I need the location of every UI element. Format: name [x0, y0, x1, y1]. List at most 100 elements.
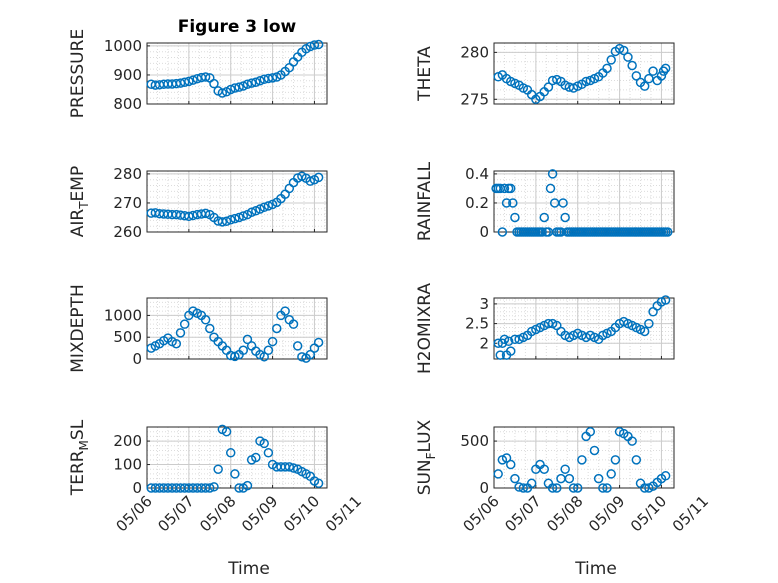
- data-point: [552, 483, 562, 493]
- data-point: [234, 212, 244, 223]
- data-point: [221, 426, 232, 437]
- data-point: [660, 295, 671, 305]
- data-point: [581, 76, 591, 87]
- y-tick-label: 0.2: [465, 194, 489, 212]
- data-point: [230, 469, 240, 479]
- y-tick-label: 0.4: [465, 165, 489, 183]
- data-point: [200, 208, 211, 219]
- data-point: [251, 452, 261, 463]
- data-point: [234, 483, 244, 493]
- data-point: [230, 213, 240, 224]
- data-point: [200, 72, 211, 82]
- y-tick-label: 280: [460, 43, 489, 61]
- data-point: [267, 73, 278, 83]
- data-point: [602, 63, 612, 74]
- data-point: [658, 66, 669, 76]
- x-tick-label: 05/09: [238, 492, 281, 535]
- data-point: [598, 483, 608, 493]
- data-point: [313, 39, 324, 50]
- x-tick-label: 05/10: [280, 492, 323, 535]
- subplot-mixdepth: 0 500 1000 MIXDEPTH: [68, 284, 328, 373]
- data-point: [213, 464, 223, 474]
- axes-box: [146, 426, 328, 489]
- axes-box: [493, 426, 675, 489]
- y-tick-label: 0: [132, 479, 142, 497]
- data-point: [510, 473, 520, 484]
- data-point: [263, 201, 274, 211]
- data-point: [539, 464, 549, 474]
- y-tick-label: 500: [460, 432, 489, 450]
- data-point: [225, 215, 236, 225]
- subplot-theta: 275 280 THETA: [415, 42, 675, 108]
- data-point: [505, 459, 516, 470]
- subplot-air_temp: 260 270 280 AIRTEMP: [68, 165, 328, 241]
- y-tick-label: 0: [132, 350, 142, 368]
- data-point: [263, 448, 274, 458]
- data-point: [499, 183, 510, 194]
- figure-title: Figure 3 low: [178, 17, 297, 37]
- data-point: [217, 217, 228, 227]
- data-point: [255, 204, 265, 214]
- data-point: [263, 345, 274, 356]
- data-point: [171, 339, 182, 349]
- data-point: [660, 63, 671, 74]
- x-axis-label: Time: [227, 559, 270, 579]
- x-tick-label: 05/07: [154, 492, 197, 535]
- data-point: [234, 82, 244, 92]
- data-point: [284, 462, 295, 472]
- data-point: [537, 227, 547, 237]
- data-point: [656, 71, 667, 81]
- data-point: [505, 183, 516, 194]
- y-axis-label: TERRMSL: [68, 419, 91, 496]
- data-point: [217, 88, 228, 98]
- data-point: [230, 83, 240, 93]
- data-point: [505, 346, 516, 356]
- axes-box: [493, 297, 675, 360]
- data-point: [179, 77, 190, 87]
- x-tick-label: 05/06: [460, 492, 503, 535]
- axes-box: [146, 170, 328, 233]
- axes-box: [493, 42, 675, 105]
- x-axis-label: Time: [574, 559, 617, 579]
- data-point: [660, 471, 671, 481]
- data-point: [606, 55, 616, 65]
- data-point: [606, 469, 616, 479]
- y-tick-label: 3: [479, 295, 489, 313]
- data-point: [610, 455, 621, 465]
- data-point: [493, 469, 503, 479]
- data-point: [648, 66, 658, 76]
- y-axis-label: THETA: [415, 46, 435, 102]
- data-point: [251, 77, 261, 87]
- data-point: [188, 75, 198, 85]
- data-point: [593, 473, 604, 484]
- data-point: [495, 350, 506, 360]
- y-tick-label: 280: [113, 165, 142, 183]
- x-tick-label: 05/06: [113, 492, 156, 535]
- data-point: [238, 345, 249, 356]
- data-point: [543, 82, 554, 92]
- data-point: [602, 483, 612, 493]
- data-point: [175, 328, 186, 338]
- y-tick-label: 1000: [104, 306, 142, 324]
- data-point: [572, 483, 583, 493]
- y-axis-label: MIXDEPTH: [68, 284, 88, 373]
- data-point: [179, 319, 190, 329]
- y-tick-label: 200: [113, 432, 142, 450]
- y-tick-label: 1000: [104, 37, 142, 55]
- data-point: [292, 341, 303, 351]
- data-point: [539, 212, 549, 223]
- data-point: [238, 81, 249, 91]
- x-tick-label: 05/11: [669, 492, 712, 535]
- data-point: [225, 84, 236, 95]
- data-point: [501, 198, 512, 208]
- y-tick-label: 100: [113, 456, 142, 474]
- data-point: [230, 351, 240, 362]
- data-point: [510, 334, 520, 345]
- data-point: [508, 198, 518, 208]
- x-tick-label: 05/10: [627, 492, 670, 535]
- y-axis-label: RAINFALL: [415, 161, 435, 241]
- y-tick-label: 270: [113, 194, 142, 212]
- data-point: [510, 212, 520, 223]
- data-point: [246, 207, 257, 217]
- y-axis-label: H2OMIXRA: [415, 283, 435, 374]
